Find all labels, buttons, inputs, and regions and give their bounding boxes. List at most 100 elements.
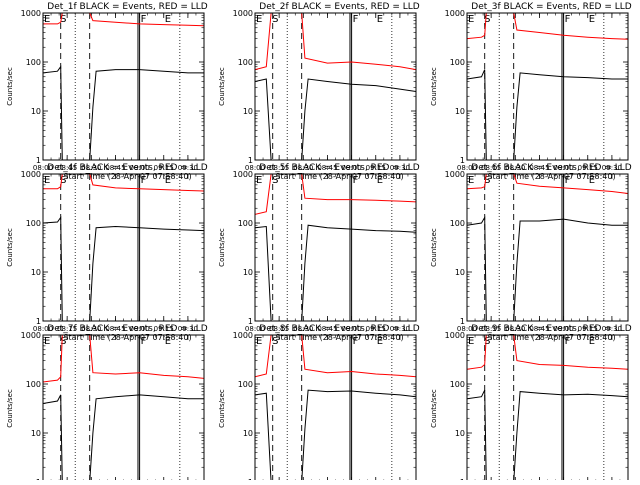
y-tick-label: 1000 [233,331,253,340]
panel-4: Det_4f BLACK = Events, RED = LLD Counts/s… [6,163,208,342]
series-line-events [467,69,628,160]
x-tick-label: 08:30 [293,325,313,333]
x-tick-label: 08:15 [481,164,501,172]
x-tick-label: 09:15 [154,164,174,172]
panel-7: Det_7f BLACK = Events, RED = LLD Counts/s… [6,324,208,485]
x-tick-label: 08:45 [105,164,125,172]
panel-title: Det_3f BLACK = Events, RED = LLD [471,2,631,12]
y-tick-label: 100 [26,58,41,67]
panel-title: Det_9f BLACK = Events, RED = LLD [471,324,631,334]
y-tick-label: 100 [450,58,465,67]
series-line-events [467,389,628,482]
y-tick-label: 1000 [21,331,41,340]
series-line-events [43,394,204,482]
x-tick-label: 08:45 [317,164,337,172]
x-tick-label: 08:00 [33,325,53,333]
series-line-lld [467,13,628,40]
y-tick-label: 1000 [21,170,41,179]
region-label: S [60,336,66,347]
y-tick-label: 10 [31,268,41,277]
series-line-events [255,224,416,321]
y-tick-label: 1000 [233,170,253,179]
region-label: E [589,175,595,186]
x-tick-label: 08:00 [457,325,477,333]
region-label: E [256,175,262,186]
panel-title: Det_4f BLACK = Events, RED = LLD [47,163,207,173]
y-tick-label: 10 [455,429,465,438]
x-tick-label: 09:30 [390,325,410,333]
x-tick-label: 08:15 [57,164,77,172]
region-label: F [353,336,359,347]
y-axis-label: Counts/sec [218,67,226,106]
region-label: E [468,175,474,186]
panel-title: Det_6f BLACK = Events, RED = LLD [471,163,631,173]
y-tick-label: 10 [243,429,253,438]
y-tick-label: 1000 [445,170,465,179]
panel-title: Det_1f BLACK = Events, RED = LLD [47,2,207,12]
x-tick-label: 08:30 [505,164,525,172]
region-label: E [256,14,262,25]
region-label: F [565,336,571,347]
plot-frame [42,12,205,161]
x-tick-label: 08:30 [81,164,101,172]
panel-title: Det_8f BLACK = Events, RED = LLD [259,324,419,334]
x-tick-label: 09:30 [390,164,410,172]
series-line-lld [43,335,204,383]
region-label: E [44,336,50,347]
y-axis-label: Counts/sec [430,228,438,267]
x-tick-label: 08:45 [105,325,125,333]
panel-6: Det_6f BLACK = Events, RED = LLD Counts/s… [430,163,632,342]
region-label: F [353,175,359,186]
series-line-lld [255,13,416,71]
x-tick-label: 08:15 [481,325,501,333]
panel-3: Det_3f BLACK = Events, RED = LLD Counts/s… [430,2,632,181]
x-tick-label: 09:15 [578,164,598,172]
x-tick-label: 08:45 [529,325,549,333]
y-tick-label: 1000 [445,331,465,340]
y-axis-label: Counts/sec [6,228,14,267]
region-label: E [165,175,171,186]
x-tick-label: 08:45 [317,325,337,333]
x-tick-label: 08:00 [245,164,265,172]
x-tick-label: 09:15 [366,164,386,172]
y-tick-label: 100 [238,380,253,389]
x-tick-label: 09:30 [178,325,198,333]
y-axis-label: Counts/sec [430,67,438,106]
region-label: F [141,336,147,347]
x-axis-label: Start Time (28-Apr-07 07:58:40) [487,172,615,181]
y-axis-label: Counts/sec [218,228,226,267]
panel-8: Det_8f BLACK = Events, RED = LLD Counts/s… [218,324,420,485]
x-tick-label: 09:00 [342,325,362,333]
x-axis-label: Start Time (28-Apr-07 07:58:40) [63,172,191,181]
plot-frame [466,173,629,322]
x-axis-label: Start Time (28-Apr-07 07:58:40) [275,172,403,181]
x-tick-label: 09:15 [366,325,386,333]
region-label: E [44,175,50,186]
region-label: E [44,14,50,25]
y-tick-label: 100 [238,219,253,228]
plot-frame [254,173,417,322]
region-label: F [141,175,147,186]
y-tick-label: 1000 [445,9,465,18]
panel-2: Det_2f BLACK = Events, RED = LLD Counts/s… [218,2,420,181]
region-label: E [377,336,383,347]
y-tick-label: 10 [455,107,465,116]
plot-frame [254,12,417,161]
y-tick-label: 10 [31,107,41,116]
region-label: E [377,175,383,186]
series-line-lld [255,174,416,215]
panel-title: Det_7f BLACK = Events, RED = LLD [47,324,207,334]
x-tick-label: 08:30 [293,164,313,172]
region-label: E [589,336,595,347]
y-axis-label: Counts/sec [6,389,14,428]
x-tick-label: 08:00 [33,164,53,172]
y-tick-label: 10 [243,107,253,116]
region-label: S [272,14,278,25]
region-label: E [165,336,171,347]
y-tick-label: 10 [31,429,41,438]
x-tick-label: 09:00 [342,164,362,172]
x-tick-label: 08:30 [505,325,525,333]
panel-9: Det_9f BLACK = Events, RED = LLD Counts/s… [430,324,632,485]
y-tick-label: 10 [455,268,465,277]
x-axis-label: Start Time (28-Apr-07 07:58:40) [487,333,615,342]
